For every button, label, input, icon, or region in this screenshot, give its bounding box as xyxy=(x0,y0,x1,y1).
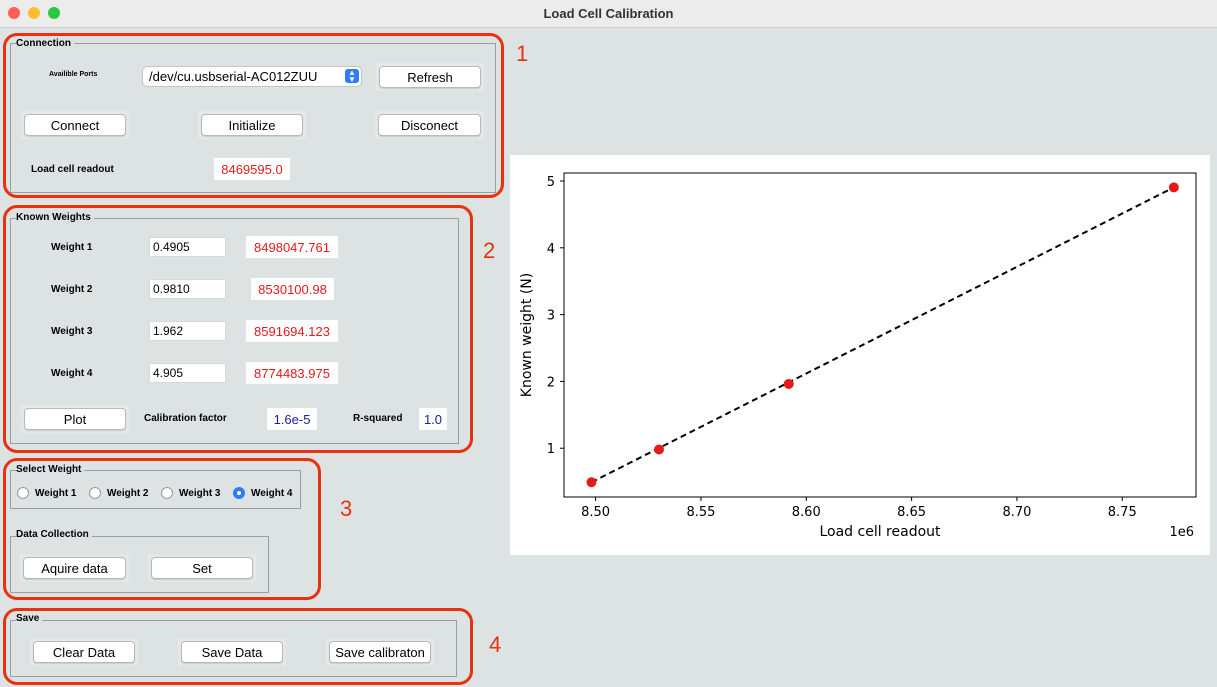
weight-2-label: Weight 2 xyxy=(51,284,93,295)
annotation-box-3 xyxy=(3,458,321,600)
radio-weight-1[interactable] xyxy=(17,487,29,499)
annotation-box-4 xyxy=(3,608,473,685)
data-collection-frame xyxy=(10,536,269,593)
annotation-number-1: 1 xyxy=(516,41,529,66)
weight-3-label: Weight 3 xyxy=(51,326,93,337)
plot-button[interactable]: Plot xyxy=(24,408,126,430)
x-tick-label: 8.65 xyxy=(897,505,926,520)
initialize-button-wrap: Initialize xyxy=(198,111,306,139)
set-button-wrap: Set xyxy=(148,554,256,582)
data-point xyxy=(654,444,665,455)
save-data-button-wrap: Save Data xyxy=(178,638,286,666)
annotation-number-2: 2 xyxy=(483,238,496,263)
y-axis-label: Known weight (N) xyxy=(519,273,535,397)
connection-frame xyxy=(10,43,496,193)
annotation-number-4: 4 xyxy=(489,632,502,657)
select-weight-frame xyxy=(10,470,301,509)
initialize-button[interactable]: Initialize xyxy=(201,114,303,136)
select-weight-frame-label: Select Weight xyxy=(16,464,85,475)
data-point xyxy=(783,378,794,389)
annotation-box-2 xyxy=(3,205,473,453)
port-select-value: /dev/cu.usbserial-AC012ZUU xyxy=(149,69,318,84)
refresh-button-wrap: Refresh xyxy=(376,63,484,91)
cal-factor-value: 1.6e-5 xyxy=(267,408,317,430)
radio-weight-3[interactable] xyxy=(161,487,173,499)
weight-4-label: Weight 4 xyxy=(51,368,93,379)
clear-data-button-wrap: Clear Data xyxy=(30,638,138,666)
weight-4-reading: 8774483.975 xyxy=(246,362,338,384)
readout-label: Load cell readout xyxy=(31,164,114,175)
x-axis-label: Load cell readout xyxy=(819,524,941,540)
y-tick-label: 3 xyxy=(547,309,555,324)
maximize-window-button[interactable] xyxy=(48,7,60,19)
acquire-button-wrap: Aquire data xyxy=(20,554,129,582)
calibration-plot-panel: 8.50 8.55 8.60 8.65 8.70 8.75 1 2 3 4 5 Load cell r… xyxy=(510,155,1210,555)
plot-axes-frame xyxy=(563,172,1197,498)
y-tick-label: 5 xyxy=(547,175,555,190)
weight-3-input[interactable]: 1.962 xyxy=(149,321,226,341)
r-squared-label: R-squared xyxy=(353,413,403,424)
radio-weight-2[interactable] xyxy=(89,487,101,499)
available-ports-label: Availible Ports xyxy=(49,71,98,78)
window-title: Load Cell Calibration xyxy=(543,6,674,21)
cal-factor-label: Calibration factor xyxy=(144,413,227,424)
x-offset-label: 1e6 xyxy=(1169,525,1194,540)
chevron-up-down-icon: ▲ ▼ xyxy=(345,69,359,84)
clear-data-button[interactable]: Clear Data xyxy=(33,641,135,663)
y-tick-label: 1 xyxy=(547,442,555,457)
set-button[interactable]: Set xyxy=(151,557,253,579)
port-select[interactable]: /dev/cu.usbserial-AC012ZUU ▲ ▼ xyxy=(142,66,362,87)
x-tick-label: 8.70 xyxy=(1002,505,1031,520)
save-calibration-button-wrap: Save calibraton xyxy=(326,638,434,666)
annotation-box-1 xyxy=(3,33,504,198)
x-tick-label: 8.75 xyxy=(1108,505,1137,520)
x-tick-label: 8.50 xyxy=(581,505,610,520)
weight-1-label: Weight 1 xyxy=(51,242,93,253)
fit-line xyxy=(591,186,1175,484)
save-calibration-button[interactable]: Save calibraton xyxy=(329,641,431,663)
weight-1-input[interactable]: 0.4905 xyxy=(149,237,226,257)
minimize-window-button[interactable] xyxy=(28,7,40,19)
weight-2-reading: 8530100.98 xyxy=(251,278,334,300)
save-frame xyxy=(10,620,457,677)
calibration-chart: 8.50 8.55 8.60 8.65 8.70 8.75 1 2 3 4 5 Load cell r… xyxy=(519,172,1197,540)
x-tick-label: 8.55 xyxy=(686,505,715,520)
y-tick-label: 4 xyxy=(547,242,555,257)
y-tick-label: 2 xyxy=(547,375,555,390)
readout-value: 8469595.0 xyxy=(214,158,290,180)
known-weights-frame xyxy=(10,218,459,444)
plot-button-wrap: Plot xyxy=(21,405,129,433)
data-point xyxy=(1168,182,1179,193)
x-tick-label: 8.60 xyxy=(792,505,821,520)
radio-weight-4-label: Weight 4 xyxy=(251,488,293,499)
data-point xyxy=(586,477,597,488)
annotation-number-3: 3 xyxy=(340,496,353,521)
radio-weight-2-label: Weight 2 xyxy=(107,488,149,499)
title-bar: Load Cell Calibration xyxy=(0,0,1217,28)
refresh-button[interactable]: Refresh xyxy=(379,66,481,88)
known-weights-frame-label: Known Weights xyxy=(16,212,94,223)
acquire-data-button[interactable]: Aquire data xyxy=(23,557,126,579)
connect-button-wrap: Connect xyxy=(21,111,129,139)
close-window-button[interactable] xyxy=(8,7,20,19)
radio-weight-4[interactable] xyxy=(233,487,245,499)
disconnect-button-wrap: Disconect xyxy=(375,111,484,139)
weight-1-reading: 8498047.761 xyxy=(246,236,338,258)
disconnect-button[interactable]: Disconect xyxy=(378,114,481,136)
save-frame-label: Save xyxy=(16,613,43,624)
connect-button[interactable]: Connect xyxy=(24,114,126,136)
radio-weight-3-label: Weight 3 xyxy=(179,488,221,499)
radio-weight-1-label: Weight 1 xyxy=(35,488,77,499)
weight-3-reading: 8591694.123 xyxy=(246,320,338,342)
weight-4-input[interactable]: 4.905 xyxy=(149,363,226,383)
r-squared-value: 1.0 xyxy=(419,408,447,430)
weight-2-input[interactable]: 0.9810 xyxy=(149,279,226,299)
connection-frame-label: Connection xyxy=(16,38,74,49)
save-data-button[interactable]: Save Data xyxy=(181,641,283,663)
data-collection-frame-label: Data Collection xyxy=(16,529,92,540)
